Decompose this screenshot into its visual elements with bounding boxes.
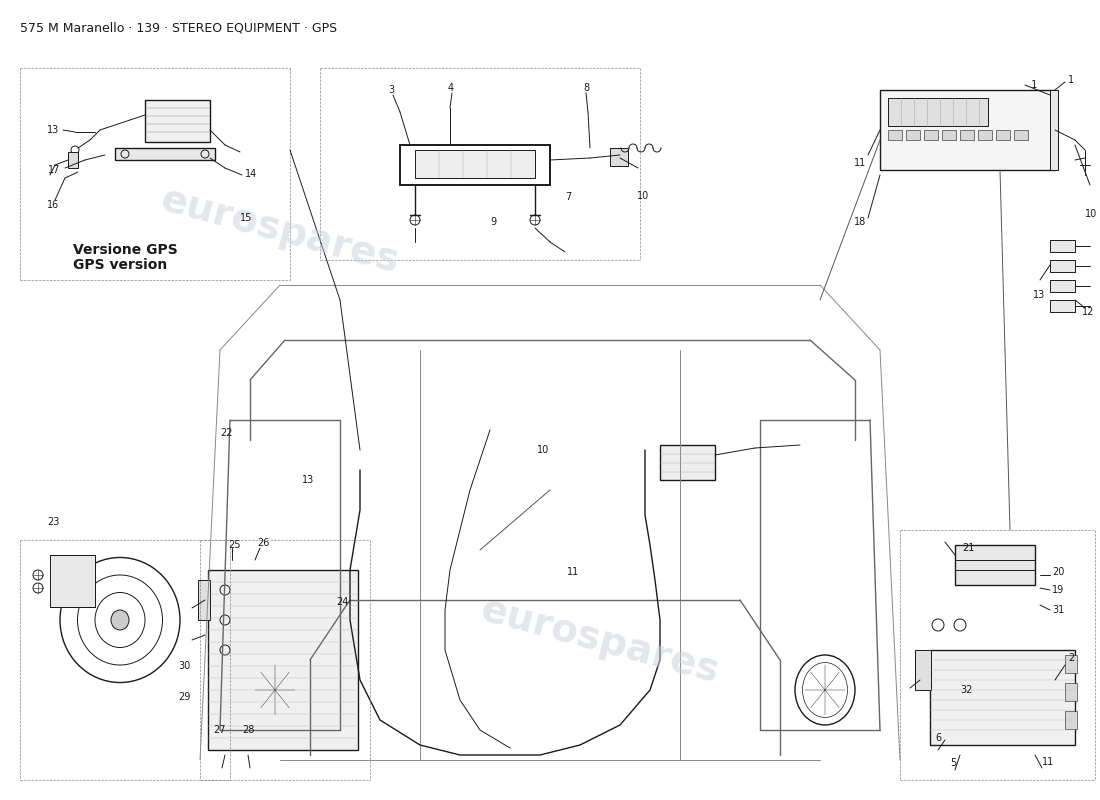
Bar (1065, 655, 1077, 673)
Bar (330, 590, 350, 605)
Text: 11: 11 (1042, 757, 1054, 767)
Text: 1: 1 (1025, 80, 1037, 90)
Text: 13: 13 (302, 475, 315, 485)
Text: eurospares: eurospares (476, 590, 724, 690)
Text: 1: 1 (1068, 75, 1074, 85)
Bar (955, 545, 1035, 585)
Bar (960, 130, 974, 140)
Text: 18: 18 (854, 217, 867, 227)
Text: 25: 25 (228, 540, 241, 550)
Text: 26: 26 (257, 538, 270, 548)
Text: Versione GPS: Versione GPS (73, 243, 178, 257)
Bar (880, 90, 1055, 170)
Bar (116, 148, 214, 160)
Text: 4: 4 (448, 83, 454, 93)
Bar (610, 148, 628, 166)
Bar (942, 130, 956, 140)
Bar (660, 445, 715, 480)
Text: 32: 32 (960, 685, 972, 695)
Bar (1050, 240, 1075, 252)
Text: 20: 20 (1052, 567, 1065, 577)
Text: 13: 13 (1033, 290, 1045, 300)
Bar (906, 130, 920, 140)
Bar (1050, 260, 1075, 272)
Bar (50, 555, 95, 607)
Text: 29: 29 (178, 692, 190, 702)
Text: GPS version: GPS version (73, 258, 167, 272)
Text: 30: 30 (178, 661, 190, 671)
Text: 16: 16 (47, 200, 59, 210)
Text: eurospares: eurospares (156, 180, 404, 280)
Text: 28: 28 (242, 725, 254, 735)
Bar (888, 130, 902, 140)
Text: 14: 14 (245, 169, 257, 179)
Text: 17: 17 (48, 165, 60, 175)
Bar (930, 650, 1075, 745)
Bar (1065, 683, 1077, 701)
Bar (888, 98, 988, 126)
Bar (1014, 130, 1028, 140)
Bar (145, 100, 210, 142)
Text: 23: 23 (47, 517, 59, 527)
Text: 10: 10 (637, 191, 649, 201)
Bar (924, 130, 938, 140)
Bar (415, 150, 535, 178)
Bar (1050, 300, 1075, 312)
Text: 21: 21 (962, 543, 975, 553)
Bar (1050, 280, 1075, 292)
Text: 8: 8 (583, 83, 590, 93)
Text: 9: 9 (490, 217, 496, 227)
Text: 7: 7 (565, 192, 571, 202)
Text: 10: 10 (537, 445, 549, 455)
Text: 31: 31 (1052, 605, 1065, 615)
Bar (996, 130, 1010, 140)
Bar (915, 650, 931, 690)
Text: 5: 5 (950, 758, 956, 768)
Text: 3: 3 (388, 85, 394, 95)
Text: 22: 22 (220, 428, 232, 438)
Text: 575 M Maranello · 139 · STEREO EQUIPMENT · GPS: 575 M Maranello · 139 · STEREO EQUIPMENT… (20, 22, 337, 34)
Ellipse shape (111, 610, 129, 630)
Text: 13: 13 (47, 125, 59, 135)
Text: 11: 11 (854, 158, 867, 168)
Bar (978, 130, 992, 140)
Text: 15: 15 (240, 213, 252, 223)
Bar (68, 152, 78, 168)
Text: 11: 11 (566, 567, 580, 577)
Text: 2: 2 (1068, 653, 1075, 663)
Text: 12: 12 (1082, 307, 1094, 317)
Text: 27: 27 (213, 725, 226, 735)
Text: 6: 6 (935, 733, 942, 743)
Bar (208, 570, 358, 750)
Bar (198, 580, 210, 620)
Text: 19: 19 (1052, 585, 1065, 595)
Text: 10: 10 (1085, 209, 1098, 219)
Bar (1050, 90, 1058, 170)
Bar (1065, 711, 1077, 729)
Text: 24: 24 (336, 597, 349, 607)
